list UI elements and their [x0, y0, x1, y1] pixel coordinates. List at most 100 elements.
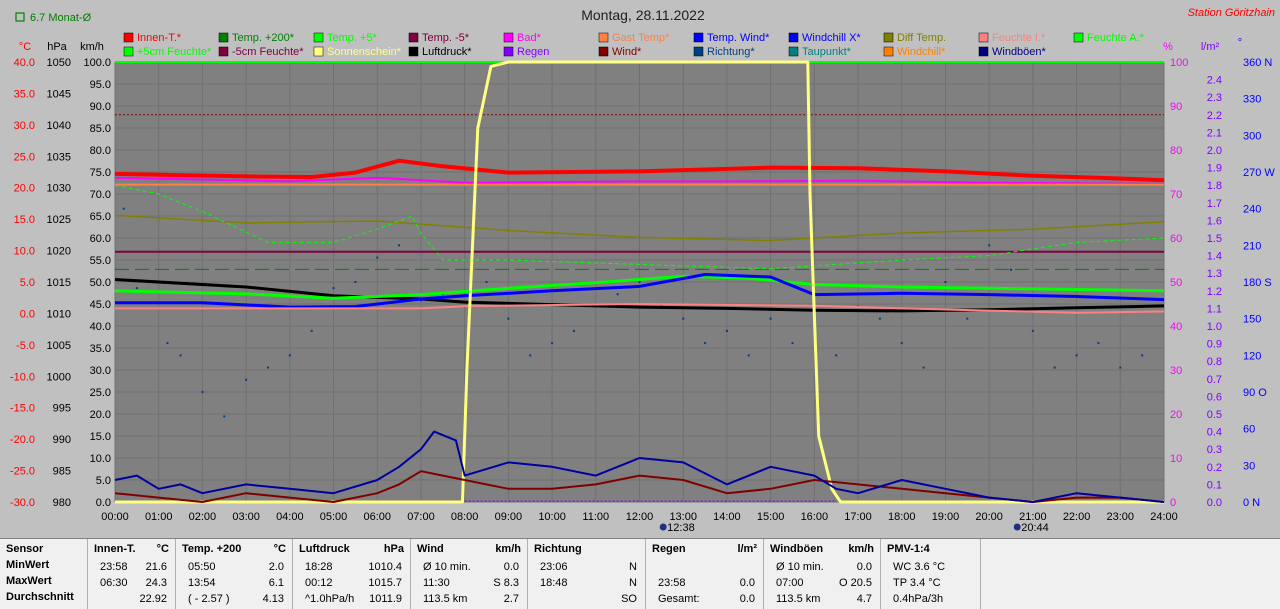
rain-tick: 2.0: [1207, 145, 1222, 157]
rain-tick: 1.6: [1207, 215, 1222, 227]
legend-swatch: [883, 32, 894, 43]
wind-tick: 30.0: [90, 365, 111, 377]
stats-cell-label: 113.5 km: [423, 593, 468, 605]
humid-tick: 40: [1170, 321, 1182, 333]
direction-point: [1119, 366, 1122, 369]
wind-tick: 45.0: [90, 299, 111, 311]
legend-swatch: [978, 46, 989, 57]
legend-label: Wind*: [612, 46, 642, 58]
x-tick: 12:00: [626, 511, 654, 523]
x-tick: 00:00: [101, 511, 129, 523]
humid-tick: 20: [1170, 409, 1182, 421]
wind-tick: 25.0: [90, 387, 111, 399]
stats-cell-label: 13:54: [188, 577, 216, 589]
stats-column: Wind km/h Ø 10 min. 0.0 11:30 S 8.3 113.5 km 2.…: [411, 539, 528, 609]
temp-tick: 35.0: [14, 88, 35, 100]
direction-point: [376, 256, 379, 259]
stats-cell-value: 0.0: [739, 593, 755, 605]
series-line: [115, 60, 1164, 504]
stats-row-labels: Sensor MinWert MaxWert Durchschnitt: [0, 539, 88, 609]
direction-point: [922, 366, 925, 369]
legend-label: Feuchte I.*: [992, 32, 1046, 44]
direction-point: [944, 281, 947, 283]
direction-point: [266, 366, 269, 369]
legend-label: Innen-T.*: [137, 32, 182, 44]
humid-tick: 100: [1170, 57, 1188, 69]
stats-row-label: MinWert: [6, 559, 50, 571]
legend-swatch: [218, 46, 229, 57]
rain-tick: 0.3: [1207, 444, 1222, 456]
wind-tick: 75.0: [90, 167, 111, 179]
temp-tick: 30.0: [14, 120, 35, 132]
x-tick: 14:00: [713, 511, 741, 523]
dir-tick: 60: [1243, 424, 1255, 436]
temp-tick: 10.0: [14, 246, 35, 258]
monthly-avg: 6.7 Monat-Ø: [30, 12, 92, 24]
x-tick: 01:00: [145, 511, 173, 523]
rain-tick: 1.0: [1207, 321, 1222, 333]
humid-tick: 60: [1170, 233, 1182, 245]
rain-tick: 0.7: [1207, 374, 1222, 386]
sun-marker-icon: [659, 523, 667, 531]
legend-label: Regen: [517, 46, 549, 58]
stats-cell-value: 1011.9: [369, 593, 402, 605]
temp-tick: -10.0: [10, 371, 35, 383]
x-tick: 17:00: [844, 511, 872, 523]
wind-tick: 5.0: [96, 475, 111, 487]
legend-swatch: [598, 46, 609, 57]
wind-tick: 35.0: [90, 343, 111, 355]
direction-point: [354, 281, 357, 283]
stats-row-label: MaxWert: [6, 575, 52, 587]
chart-title: Montag, 28.11.2022: [581, 7, 705, 23]
legend-swatch: [693, 46, 704, 57]
legend-swatch: [408, 46, 419, 57]
x-tick: 13:00: [669, 511, 697, 523]
stats-cell-value: S 8.3: [493, 577, 519, 589]
direction-point: [245, 378, 248, 381]
humid-tick: 70: [1170, 189, 1182, 201]
humid-tick: 0: [1170, 497, 1176, 509]
x-tick: 03:00: [232, 511, 260, 523]
press-tick: 1000: [47, 371, 71, 383]
direction-point: [201, 391, 204, 393]
legend-swatch: [123, 46, 134, 57]
wind-tick: 80.0: [90, 145, 111, 157]
wind-tick: 15.0: [90, 431, 111, 443]
stats-cell-label: 06:30: [100, 577, 128, 589]
stats-col-unit: l/m²: [737, 543, 757, 555]
stats-cell-label: 18:48: [540, 577, 568, 589]
x-tick: 10:00: [538, 511, 566, 523]
humid-tick: 50: [1170, 277, 1182, 289]
legend-swatch: [883, 46, 894, 57]
wind-tick: 50.0: [90, 277, 111, 289]
x-tick: 04:00: [276, 511, 304, 523]
wind-tick: 55.0: [90, 255, 111, 267]
rain-tick: 0.8: [1207, 356, 1222, 368]
legend-swatch: [693, 32, 704, 43]
direction-point: [1010, 268, 1013, 271]
wind-tick: 60.0: [90, 233, 111, 245]
x-tick: 24:00: [1150, 511, 1178, 523]
rain-tick: 0.6: [1207, 391, 1222, 403]
stats-cell-value: 0.0: [739, 577, 755, 589]
stats-cell-label: 23:58: [100, 561, 128, 573]
dir-tick: 180 S: [1243, 277, 1272, 289]
temp-tick: 20.0: [14, 183, 35, 195]
series-line: [114, 430, 1165, 503]
direction-point: [616, 293, 619, 296]
legend-label: -5cm Feuchte*: [232, 46, 304, 58]
stats-cell-label: WC 3.6 °C: [893, 561, 946, 573]
direction-point: [704, 342, 707, 345]
stats-cell-value: 4.7: [856, 593, 872, 605]
rain-tick: 2.3: [1207, 92, 1222, 104]
legend-label: Temp. -5*: [422, 32, 470, 44]
x-tick: 05:00: [320, 511, 348, 523]
legend-label: Windchill*: [897, 46, 946, 58]
dir-axis-unit: °: [1238, 37, 1242, 49]
rain-tick: 1.8: [1207, 180, 1222, 192]
marker-time: 12:38: [667, 522, 695, 534]
stats-col-header: Innen-T.: [94, 543, 136, 555]
dir-tick: 120: [1243, 350, 1261, 362]
direction-point: [572, 329, 575, 332]
press-tick: 1005: [47, 340, 71, 352]
